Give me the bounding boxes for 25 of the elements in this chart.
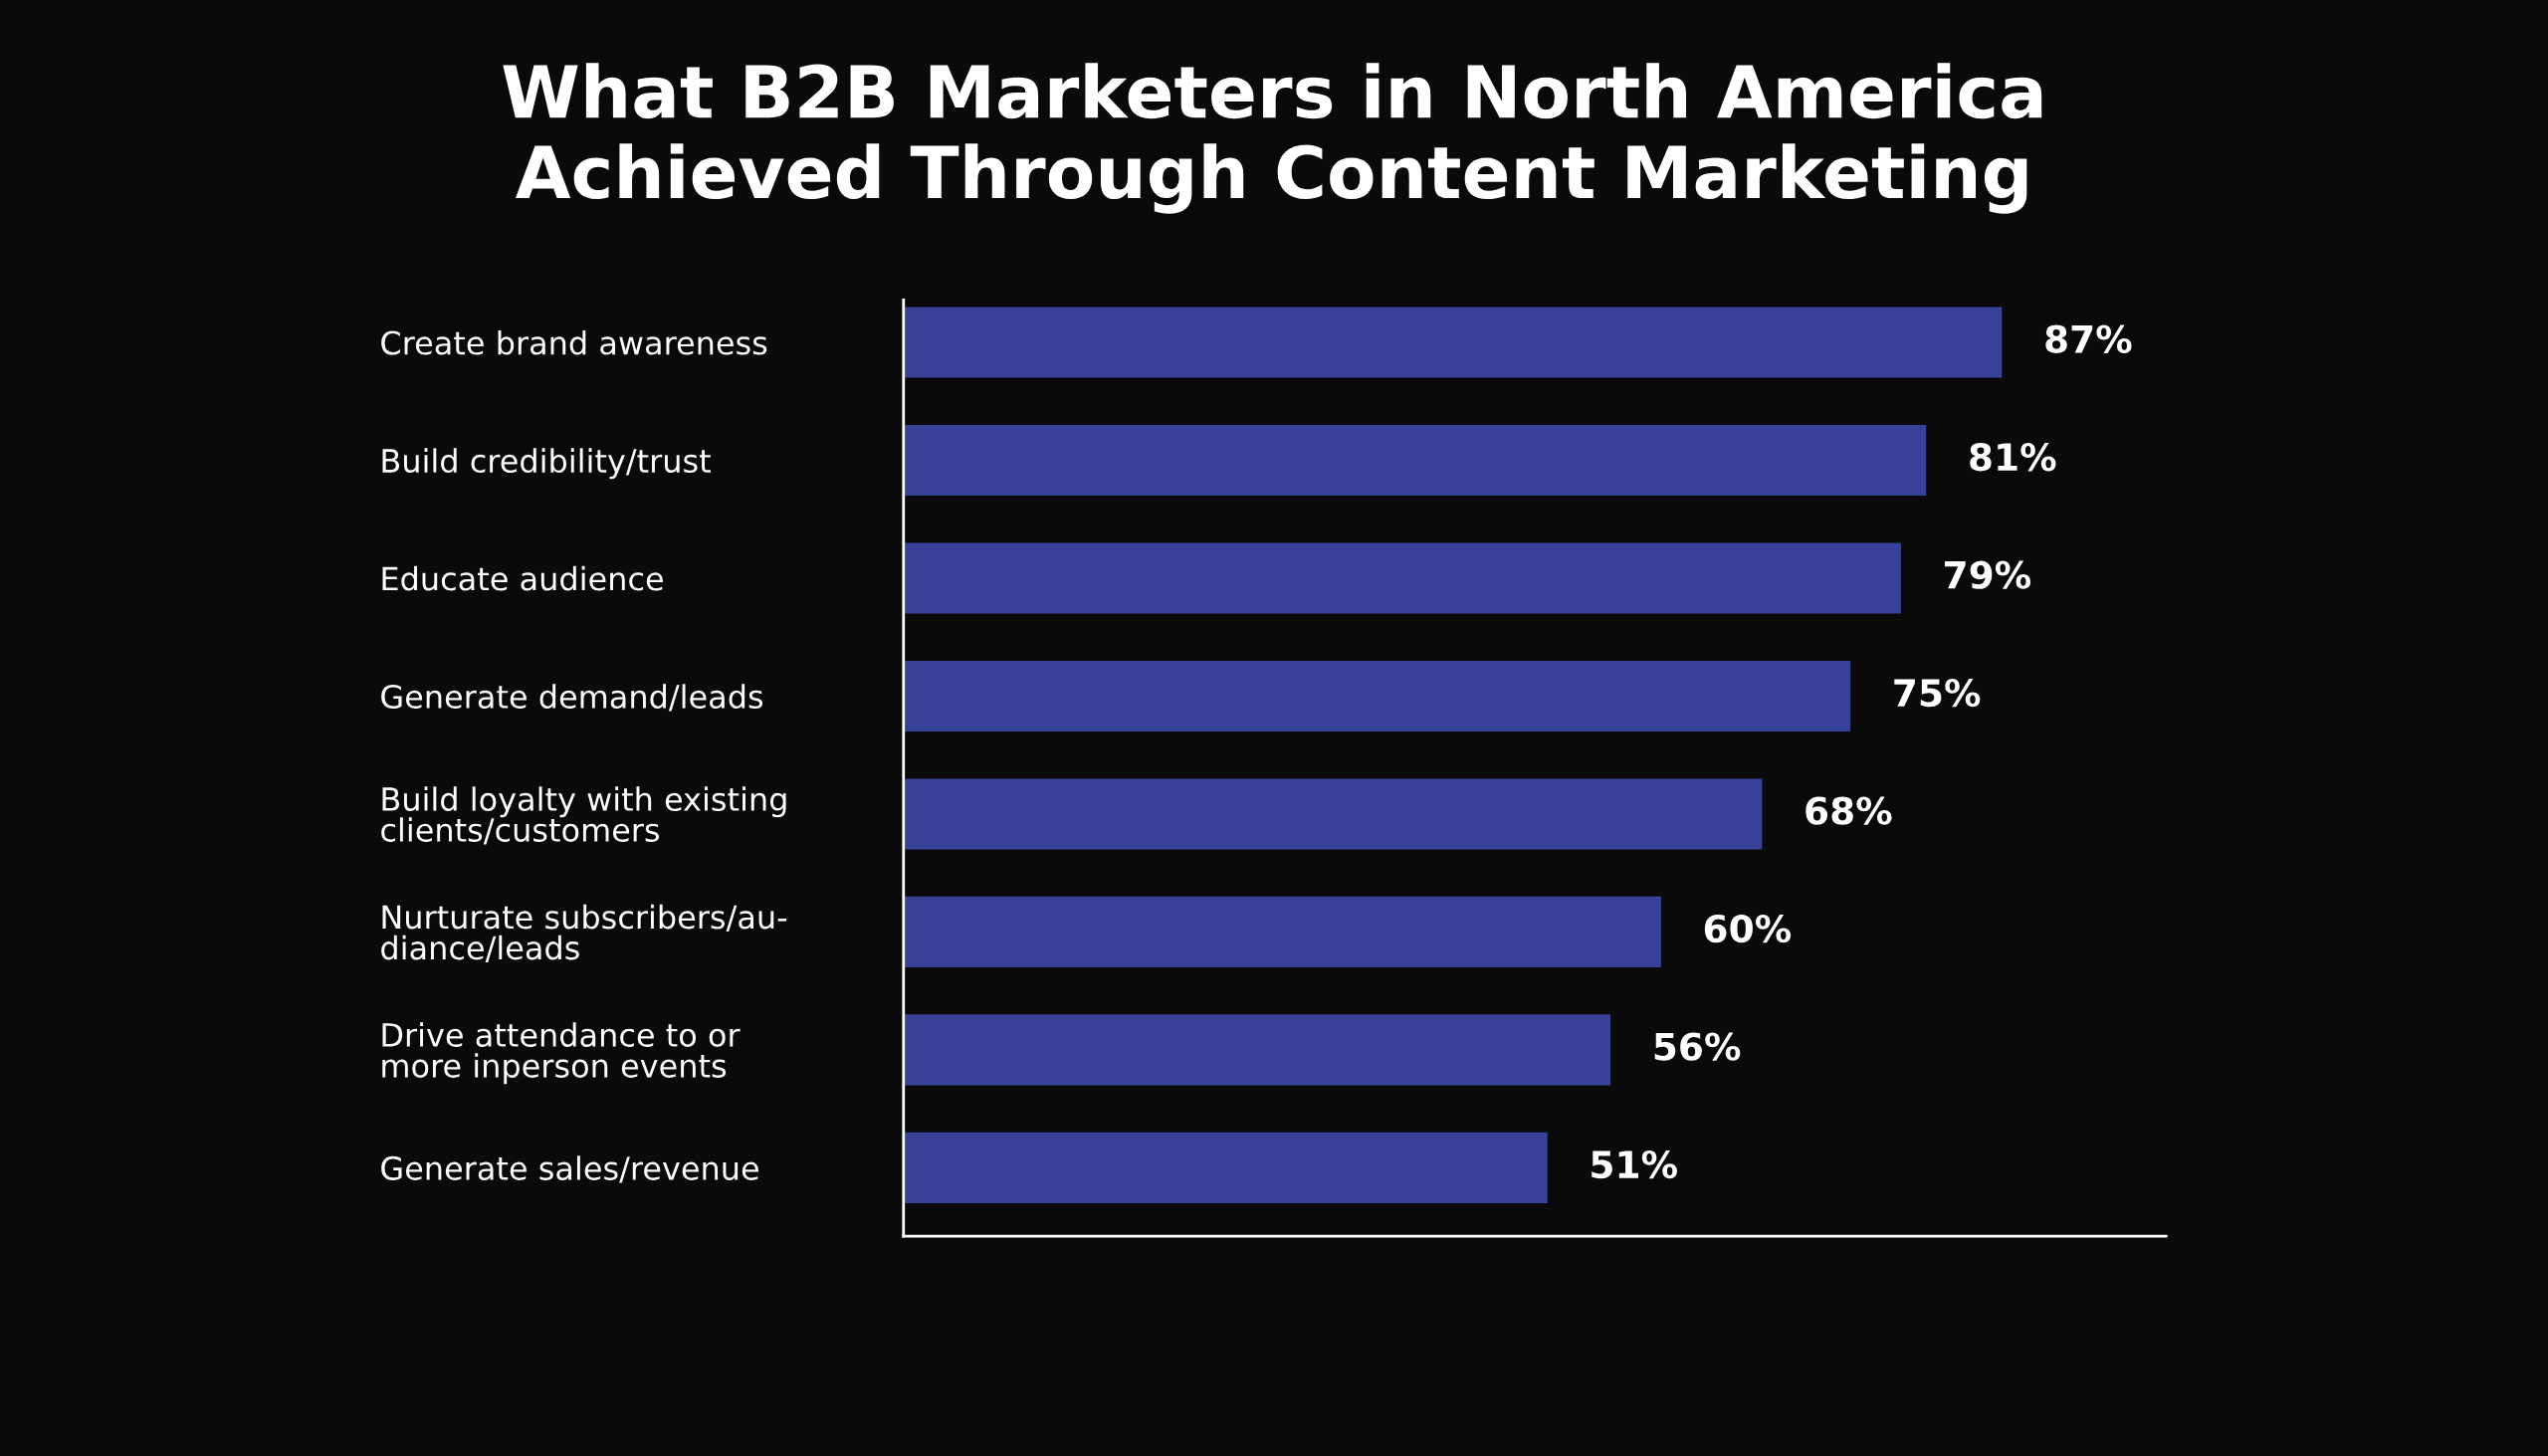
bar: [903, 778, 1763, 850]
y-tick-label: Educate audience: [382, 565, 663, 591]
bar: [903, 542, 1901, 614]
data-label: 68%: [1805, 796, 1892, 825]
y-tick-label: Generate demand/leads: [381, 684, 763, 712]
bar: [903, 307, 2003, 378]
y-tick-label: Nurturate subscribers/au- diance/leads: [381, 904, 787, 962]
chart-title: What B2B Marketers in North America Achieved Through Content Marketing: [503, 63, 2042, 214]
data-label: 81%: [1970, 443, 2056, 472]
bar: [903, 1014, 1611, 1086]
y-tick-label: Create brand awareness: [381, 329, 767, 355]
bar: [903, 896, 1661, 967]
data-label: 87%: [2045, 324, 2132, 353]
data-label: 75%: [1894, 678, 1981, 708]
data-label: 79%: [1945, 560, 2031, 589]
y-tick-label: Generate sales/revenue: [381, 1155, 758, 1183]
bar: [903, 1132, 1548, 1203]
bar: [903, 424, 1927, 497]
bar: [903, 660, 1851, 731]
y-tick-label: Drive attendance to or more inperson events: [382, 1022, 741, 1085]
data-label: 51%: [1592, 1149, 1677, 1179]
y-tick-label: Build credibility/trust: [382, 448, 711, 480]
y-tick-label: Build loyalty with existing clients/customers: [381, 786, 786, 845]
data-label: 56%: [1654, 1032, 1741, 1061]
data-label: 60%: [1704, 914, 1792, 943]
